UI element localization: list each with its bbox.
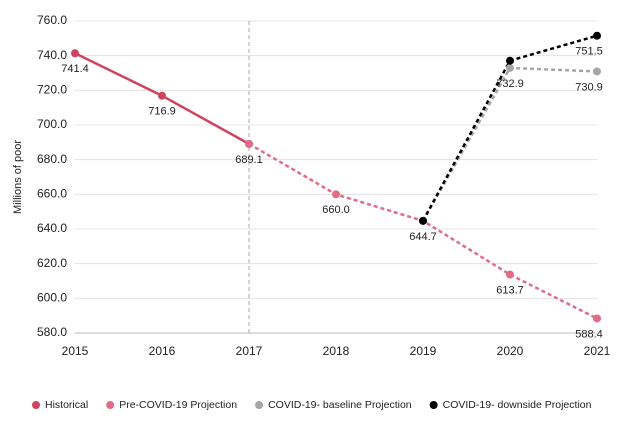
data-label: 588.4 xyxy=(575,328,603,340)
data-label: 613.7 xyxy=(496,284,524,296)
x-tick-label: 2018 xyxy=(323,344,350,358)
x-tick-label: 2019 xyxy=(410,344,437,358)
y-tick-label: 700.0 xyxy=(37,117,67,131)
data-point xyxy=(506,56,514,65)
y-axis-label: Millions of poor xyxy=(12,140,24,214)
data-point xyxy=(593,67,601,76)
data-point xyxy=(593,31,601,40)
legend-label: COVID-19- downside Projection xyxy=(443,399,592,411)
y-tick-label: 740.0 xyxy=(37,48,67,62)
x-tick-label: 2021 xyxy=(584,344,611,358)
legend-marker xyxy=(429,401,438,409)
y-tick-label: 720.0 xyxy=(37,83,67,97)
y-tick-label: 580.0 xyxy=(37,325,67,339)
y-tick-label: 600.0 xyxy=(37,291,67,305)
y-tick-label: 680.0 xyxy=(37,152,67,166)
x-tick-label: 2020 xyxy=(497,344,524,358)
data-label: 660.0 xyxy=(322,204,350,216)
data-label: 689.1 xyxy=(235,154,263,166)
data-label: 716.9 xyxy=(148,106,176,118)
data-point xyxy=(506,270,514,279)
legend-marker xyxy=(255,401,264,409)
legend-label: COVID-19- baseline Projection xyxy=(268,399,412,411)
legend-marker xyxy=(32,401,40,409)
x-tick-label: 2017 xyxy=(236,344,263,358)
data-label: 732.9 xyxy=(496,78,524,90)
data-point xyxy=(506,63,514,72)
y-tick-label: 620.0 xyxy=(37,256,67,270)
legend-label: Historical xyxy=(45,399,88,411)
legend-label: Pre-COVID-19 Projection xyxy=(119,399,237,411)
data-label: 741.4 xyxy=(61,63,89,75)
x-tick-label: 2015 xyxy=(62,344,89,358)
y-tick-label: 660.0 xyxy=(37,187,67,201)
legend-marker xyxy=(106,401,115,409)
data-label: 751.5 xyxy=(575,46,603,58)
y-tick-label: 640.0 xyxy=(37,221,67,235)
data-label: 730.9 xyxy=(575,81,603,93)
data-point xyxy=(419,216,427,225)
data-label: 644.7 xyxy=(409,231,437,243)
data-point xyxy=(245,139,253,148)
y-tick-label: 760.0 xyxy=(37,13,67,27)
data-point xyxy=(332,190,340,199)
data-point xyxy=(593,314,601,323)
data-point xyxy=(158,91,166,100)
data-point xyxy=(71,49,79,58)
series-line xyxy=(421,66,598,222)
x-tick-label: 2016 xyxy=(149,344,176,358)
